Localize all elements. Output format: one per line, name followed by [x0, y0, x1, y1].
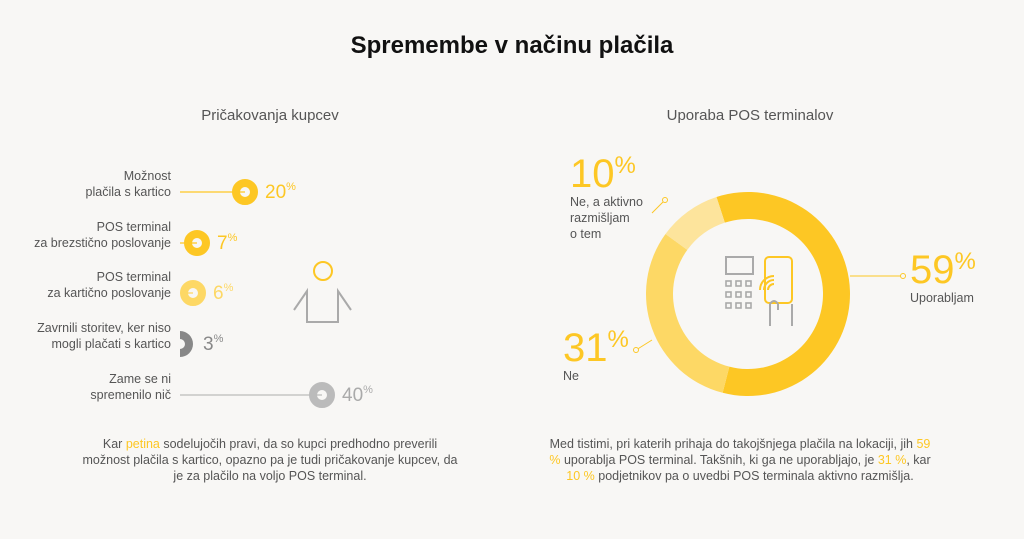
- row-label: Možnost plačila s kartico: [85, 169, 171, 199]
- row-label: Zame se ni spremenilo nič: [90, 372, 171, 402]
- row-value: 3%: [203, 333, 224, 355]
- slice-value-59: 59%: [910, 248, 976, 292]
- row-dot: [184, 230, 210, 256]
- row-marker: [180, 230, 210, 256]
- row-value: 7%: [217, 232, 238, 254]
- slice-label-10-line: o tem: [570, 227, 602, 241]
- pos-terminal-icon: [725, 256, 793, 326]
- page-title: Spremembe v načinu plačila: [350, 32, 674, 59]
- slice-label-10-line: Ne, a aktivno: [570, 195, 643, 209]
- left-paragraph: Kar petina sodelujočih pravi, da so kupc…: [80, 436, 460, 484]
- slice-label-59: Uporabljam: [910, 291, 974, 305]
- row-label: POS terminal za kartično poslovanje: [47, 270, 171, 300]
- paragraph-text: sodelujočih pravi, da so kupci predhodno…: [82, 437, 458, 483]
- row-label: POS terminal za brezstično poslovanje: [34, 220, 171, 250]
- highlight-text: 10 %: [566, 469, 595, 483]
- row-dot: [180, 280, 206, 306]
- highlight-text: 31 %: [877, 453, 907, 467]
- row-dot: [309, 382, 335, 408]
- leader-dot: [900, 273, 906, 279]
- left-subtitle: Pričakovanja kupcev: [201, 107, 339, 124]
- row-value: 40%: [342, 384, 373, 406]
- row-dot: [232, 179, 258, 205]
- slice-label-10: Ne, a aktivno razmišljam o tem: [570, 194, 643, 242]
- row-label: Zavrnili storitev, ker niso mogli plačati…: [37, 321, 171, 351]
- paragraph-text: podjetnikov pa o uvedbi POS terminala ak…: [594, 469, 914, 483]
- row-marker: [180, 280, 206, 306]
- row-value: 20%: [265, 181, 296, 203]
- chart-title: Uporaba POS terminalov: [666, 107, 834, 124]
- highlight-text: petina: [125, 437, 160, 451]
- leader-line: [651, 199, 666, 214]
- leader-dot: [662, 197, 668, 203]
- paragraph-text: Kar: [102, 437, 126, 451]
- slice-label-31: Ne: [563, 369, 579, 383]
- right-paragraph: Med tistimi, pri katerih prihaja do tako…: [545, 436, 935, 484]
- row-dot: [180, 331, 193, 357]
- person-icon: [293, 261, 352, 323]
- row-marker: [180, 331, 193, 357]
- paragraph-text: Med tistimi, pri katerih prihaja do tako…: [549, 437, 917, 451]
- row-marker: [180, 179, 258, 205]
- leader-dot: [633, 347, 639, 353]
- row-value: 6%: [213, 282, 234, 304]
- paragraph-text: uporablja POS terminal. Takšnih, ki ga n…: [560, 453, 878, 467]
- slice-value-10: 10%: [570, 152, 636, 196]
- leader-line: [635, 339, 653, 351]
- highlight-text: 59 %: [549, 437, 931, 467]
- slice-label-10-line: razmišljam: [570, 211, 630, 225]
- slice-value-31: 31%: [563, 326, 629, 370]
- paragraph-text: , kar: [906, 453, 931, 467]
- donut-slice-31: [646, 234, 730, 393]
- donut-slice-59: [716, 192, 851, 396]
- row-marker: [180, 382, 335, 408]
- donut-slice-10: [665, 196, 725, 250]
